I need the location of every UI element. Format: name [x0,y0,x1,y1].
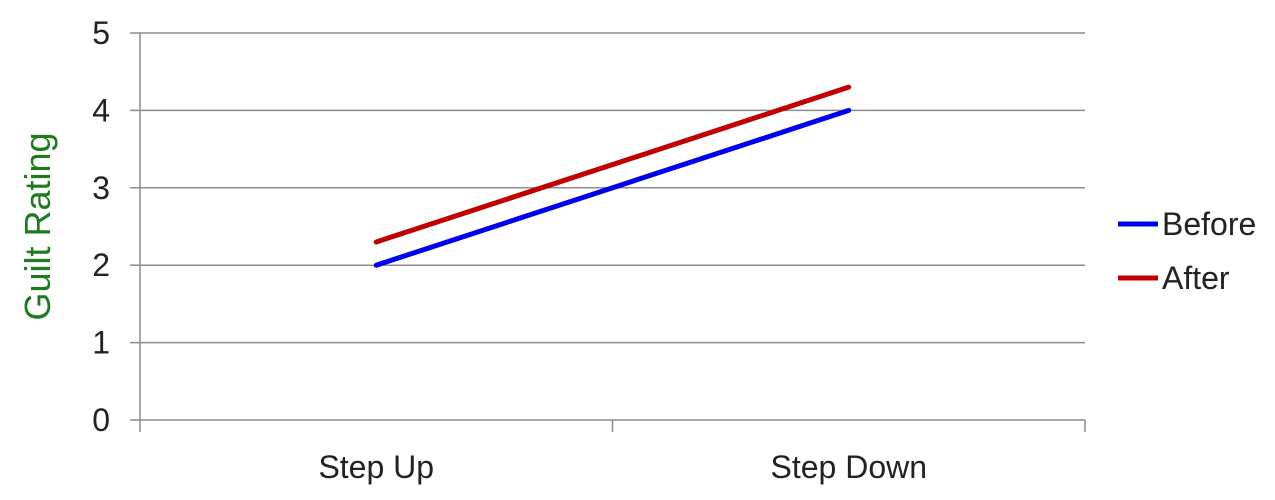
x-tick-label: Step Down [770,449,927,485]
y-axis-title: Guilt Rating [17,132,58,320]
y-tick-label: 1 [92,325,110,361]
x-tick-labels: Step Up Step Down [318,449,927,485]
y-tick-label: 3 [92,170,110,206]
axes [130,32,1086,432]
y-tick-label: 2 [92,247,110,283]
y-tick-label: 5 [92,15,110,51]
y-tick-label: 4 [92,92,110,128]
series-line-before [373,107,852,268]
series-line-after [373,84,852,245]
legend-label-after: After [1162,260,1230,296]
legend: Before After [1118,206,1256,296]
y-tick-label: 0 [92,402,110,438]
x-tick-label: Step Up [318,449,434,485]
y-tick-labels: 0 1 2 3 4 5 [92,15,110,438]
series-lines [373,84,852,268]
legend-label-before: Before [1162,206,1256,242]
